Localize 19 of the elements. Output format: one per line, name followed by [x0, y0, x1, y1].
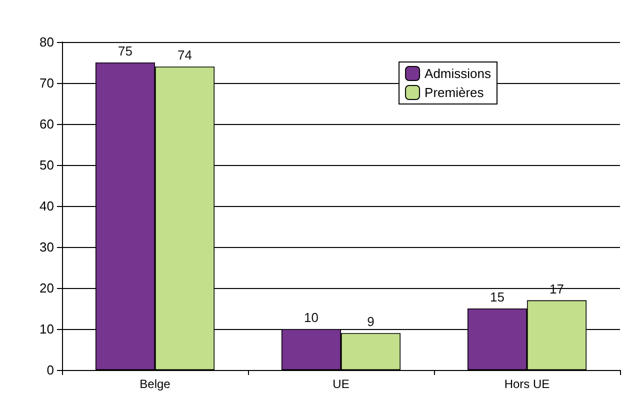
- y-tick-label: 30: [40, 240, 54, 254]
- data-label: 15: [490, 290, 504, 304]
- data-label: 74: [178, 48, 192, 63]
- data-label: 10: [304, 310, 318, 325]
- x-tick-label: Hors UE: [504, 377, 550, 391]
- y-tick-label: 70: [40, 76, 54, 90]
- y-tick-label: 20: [40, 280, 54, 296]
- x-tick-label: UE: [332, 377, 350, 391]
- data-label: 75: [118, 44, 132, 58]
- y-tick-label: 50: [40, 158, 54, 172]
- data-label: 9: [367, 314, 374, 330]
- y-tick-label: 0: [46, 362, 54, 378]
- y-tick-label: 60: [40, 116, 54, 132]
- x-tick-label: Belge: [140, 377, 171, 391]
- legend-label: Admissions: [424, 66, 492, 81]
- y-tick-label: 80: [40, 34, 54, 50]
- legend-label: Premières: [424, 85, 484, 100]
- y-tick-label: 40: [40, 198, 54, 214]
- y-tick-label: 10: [40, 322, 54, 336]
